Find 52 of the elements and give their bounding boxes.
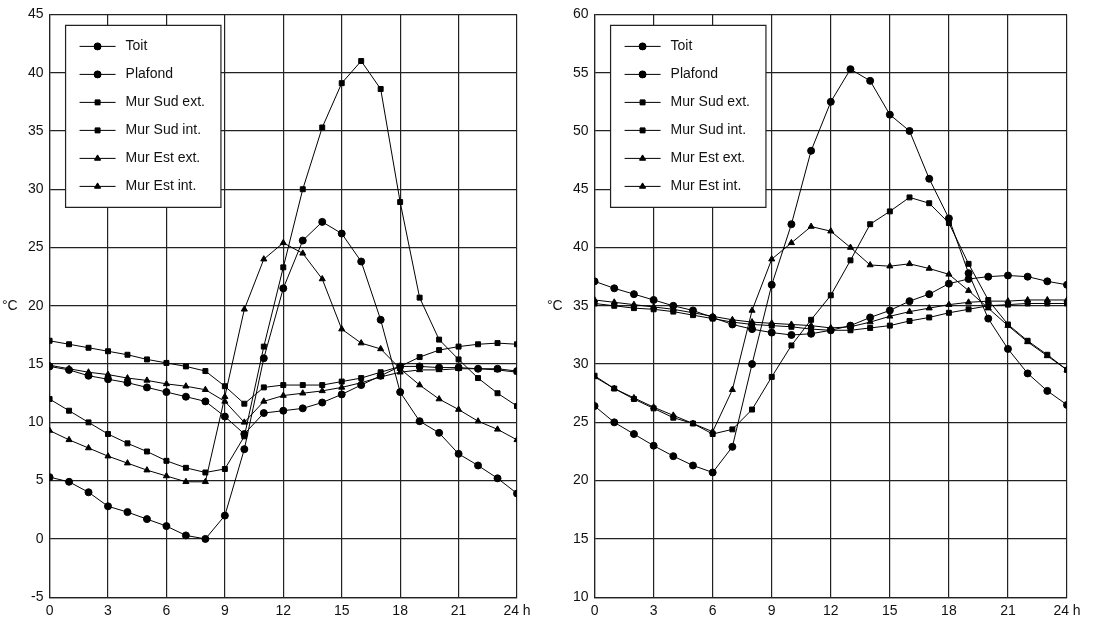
x-tick-label: 15 (882, 602, 898, 619)
legend-label: Mur Est int. (125, 177, 197, 194)
y-tick-label: 60 (572, 5, 589, 22)
legend-label: Toit (670, 37, 693, 54)
x-tick-label: 12 (275, 602, 292, 619)
y-tick-label: 20 (572, 471, 589, 488)
x-tick-label: 6 (162, 602, 171, 619)
y-tick-label: 20 (27, 296, 44, 313)
legend-label: Mur Sud ext. (125, 93, 205, 110)
y-tick-label: 30 (27, 180, 44, 197)
legend-label: Mur Est ext. (670, 149, 746, 166)
y-tick-label: 25 (27, 238, 44, 255)
y-tick-label: 45 (27, 5, 44, 22)
x-tick-label: 18 (392, 602, 409, 619)
legend-label: Plafond (125, 65, 174, 82)
y-tick-label: -5 (31, 588, 44, 605)
x-tick-label: 9 (220, 602, 229, 619)
y-tick-label: 45 (572, 180, 589, 197)
y-tick-label: 40 (27, 63, 44, 80)
y-tick-label: 5 (35, 471, 44, 488)
y-tick-label: 10 (27, 413, 44, 430)
y-tick-label: 0 (35, 529, 44, 546)
legend-label: Toit (125, 37, 148, 54)
y-tick-label: 50 (572, 121, 589, 138)
x-tick-label: 12 (823, 602, 839, 619)
y-tick-label: 55 (572, 63, 589, 80)
y-tick-label: 40 (572, 238, 589, 255)
y-tick-label: 25 (572, 413, 589, 430)
x-tick-label: 24 h (1053, 602, 1081, 619)
x-tick-label: 24 h (503, 602, 531, 619)
y-tick-label: 35 (27, 121, 44, 138)
x-tick-label: 3 (104, 602, 113, 619)
legend-label: Mur Sud int. (670, 121, 747, 138)
x-tick-label: 3 (649, 602, 658, 619)
x-tick-label: 15 (333, 602, 350, 619)
y-tick-label: 30 (572, 354, 589, 371)
legend-label: Mur Sud int. (125, 121, 202, 138)
y-tick-label: 35 (572, 296, 589, 313)
legend-label: Mur Est int. (670, 177, 742, 194)
x-tick-label: 9 (767, 602, 776, 619)
x-tick-label: 21 (1000, 602, 1016, 619)
y-tick-label: 10 (572, 588, 589, 605)
x-tick-label: 21 (450, 602, 467, 619)
y-axis-title: °C (2, 296, 18, 313)
x-tick-label: 18 (941, 602, 957, 619)
legend-label: Mur Sud ext. (670, 93, 750, 110)
x-tick-label: 6 (708, 602, 717, 619)
y-tick-label: 15 (572, 529, 589, 546)
y-tick-label: 15 (27, 354, 44, 371)
legend-label: Plafond (670, 65, 719, 82)
y-axis-title: °C (547, 296, 563, 313)
legend-label: Mur Est ext. (125, 149, 201, 166)
